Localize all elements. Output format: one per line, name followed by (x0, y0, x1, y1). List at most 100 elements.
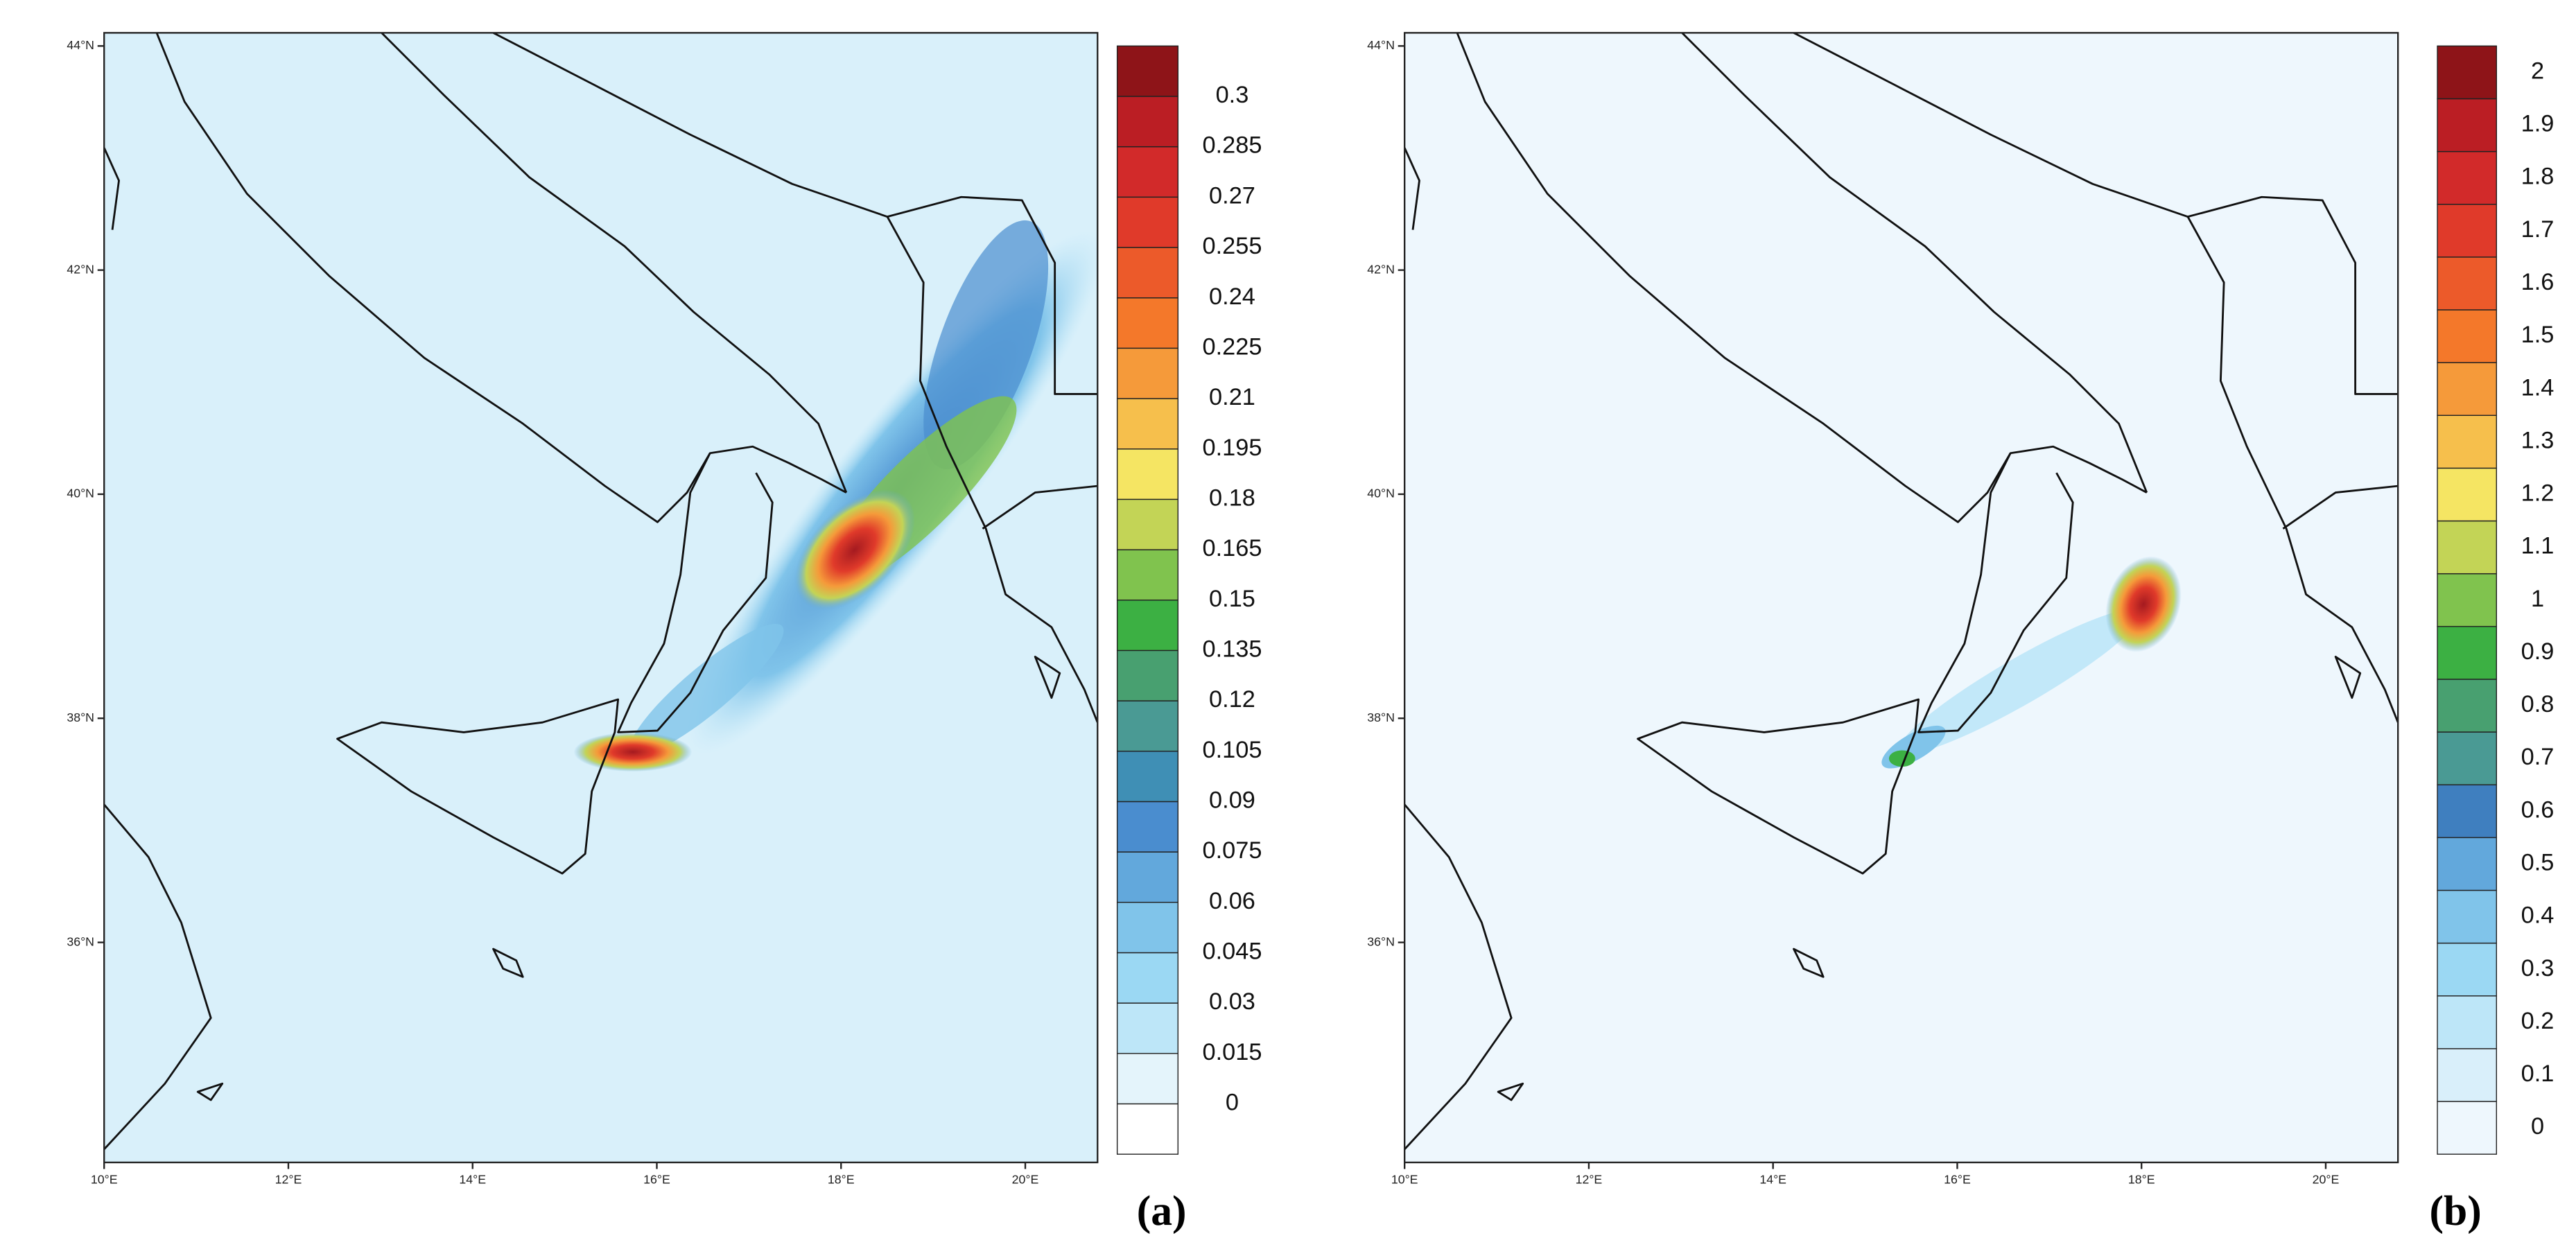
colorbar-box (2437, 150, 2498, 205)
colorbar-label: 0.24 (1209, 284, 1255, 310)
colorbar-label: 0.015 (1203, 1039, 1262, 1065)
colorbar-label: 1.4 (2521, 374, 2555, 401)
colorbar-box (2437, 309, 2498, 363)
colorbar-label: 0.27 (1209, 182, 1255, 209)
colorbar-label: 0 (1226, 1090, 1239, 1116)
colorbar-box (2437, 995, 2498, 1049)
colorbar-box (2437, 837, 2498, 891)
colorbar-label: 2 (2531, 58, 2544, 84)
colorbar-box (1116, 448, 1179, 500)
colorbar-box (2437, 256, 2498, 311)
y-tick-label: 40°N (1367, 487, 1395, 500)
colorbar-box (1116, 96, 1179, 148)
colorbar-box (1116, 801, 1179, 853)
colorbar-box (1116, 45, 1179, 97)
colorbar-label: 0.4 (2521, 902, 2555, 929)
colorbar-label: 1.8 (2521, 164, 2555, 190)
x-tick-label: 12°E (1576, 1173, 1603, 1187)
colorbar-label: 0.03 (1209, 988, 1255, 1015)
y-tick-label: 44°N (67, 38, 94, 52)
panel-label: (a) (1137, 1187, 1187, 1235)
colorbar-label: 1.2 (2521, 480, 2555, 507)
colorbar-label: 0.195 (1203, 435, 1262, 461)
y-tick-label: 40°N (67, 487, 94, 500)
colorbar-label: 0.1 (2521, 1061, 2555, 1087)
x-tick-label: 14°E (1759, 1173, 1786, 1187)
colorbar-box (1116, 398, 1179, 450)
colorbar-box (1116, 146, 1179, 198)
colorbar-label: 1.5 (2521, 322, 2555, 348)
colorbar-label: 0.5 (2521, 849, 2555, 875)
panel-label: (b) (2429, 1187, 2481, 1235)
colorbar-box (1116, 549, 1179, 601)
x-tick-label: 16°E (643, 1173, 670, 1187)
x-tick-label: 20°E (1012, 1173, 1039, 1187)
colorbar-box (1116, 751, 1179, 803)
map-frame (103, 32, 1099, 1164)
y-tick-label: 36°N (67, 934, 94, 948)
colorbar-label: 1 (2531, 586, 2544, 612)
colorbar-box (2437, 467, 2498, 522)
colorbar-label: 0.7 (2521, 744, 2555, 770)
colorbar-label: 0.2 (2521, 1008, 2555, 1034)
colorbar-label: 0.285 (1203, 132, 1262, 159)
colorbar-label: 1.9 (2521, 111, 2555, 137)
colorbar-box (2437, 204, 2498, 258)
colorbar-label: 0.165 (1203, 535, 1262, 561)
y-tick-label: 42°N (1367, 262, 1395, 276)
x-tick-label: 12°E (275, 1173, 302, 1187)
colorbar-label: 0.3 (1216, 82, 1249, 108)
colorbar-label: 0.06 (1209, 888, 1255, 914)
colorbar-box (2437, 1101, 2498, 1155)
colorbar-label: 0.09 (1209, 787, 1255, 814)
colorbar-label: 0.18 (1209, 485, 1255, 511)
colorbar-box (2437, 1048, 2498, 1102)
colorbar-box (1116, 247, 1179, 299)
y-tick-label: 38°N (67, 710, 94, 724)
colorbar-box (2437, 784, 2498, 839)
colorbar-label: 0.8 (2521, 691, 2555, 717)
colorbar-box (2437, 415, 2498, 469)
colorbar-box (2437, 942, 2498, 997)
colorbar-label: 0.135 (1203, 636, 1262, 662)
colorbar-box (1116, 649, 1179, 701)
colorbar-box (1116, 347, 1179, 399)
colorbar-label: 0.21 (1209, 384, 1255, 410)
colorbar-box (1116, 1103, 1179, 1155)
colorbar-label: 0 (2531, 1113, 2544, 1140)
colorbar-box (1116, 1053, 1179, 1105)
colorbar-box (1116, 952, 1179, 1004)
x-tick-label: 18°E (2128, 1173, 2155, 1187)
x-tick-label: 10°E (1391, 1173, 1418, 1187)
colorbar-label: 0.255 (1203, 233, 1262, 259)
colorbar-box (1116, 902, 1179, 954)
colorbar-box (1116, 297, 1179, 349)
colorbar-box (2437, 362, 2498, 416)
colorbar-label: 0.3 (2521, 955, 2555, 982)
colorbar-label: 0.075 (1203, 837, 1262, 864)
colorbar-box (1116, 700, 1179, 752)
colorbar-label: 0.15 (1209, 586, 1255, 612)
colorbar-box (2437, 520, 2498, 575)
colorbar-box (2437, 98, 2498, 152)
y-tick-label: 42°N (67, 262, 94, 276)
colorbar-box (1116, 600, 1179, 652)
colorbar-label: 1.3 (2521, 427, 2555, 453)
colorbar-box (2437, 679, 2498, 733)
x-tick-label: 20°E (2313, 1173, 2340, 1187)
colorbar-box (1116, 196, 1179, 248)
colorbar-label: 0.6 (2521, 796, 2555, 823)
colorbar-box (2437, 573, 2498, 627)
colorbar-label: 0.225 (1203, 333, 1262, 360)
x-tick-label: 14°E (459, 1173, 486, 1187)
x-tick-label: 18°E (828, 1173, 855, 1187)
colorbar-box (1116, 498, 1179, 550)
x-tick-label: 16°E (1944, 1173, 1971, 1187)
colorbar-box (2437, 889, 2498, 944)
colorbar-label: 0.12 (1209, 686, 1255, 713)
map-frame (1403, 32, 2399, 1164)
colorbar-box (2437, 45, 2498, 100)
colorbar-label: 0.045 (1203, 939, 1262, 965)
